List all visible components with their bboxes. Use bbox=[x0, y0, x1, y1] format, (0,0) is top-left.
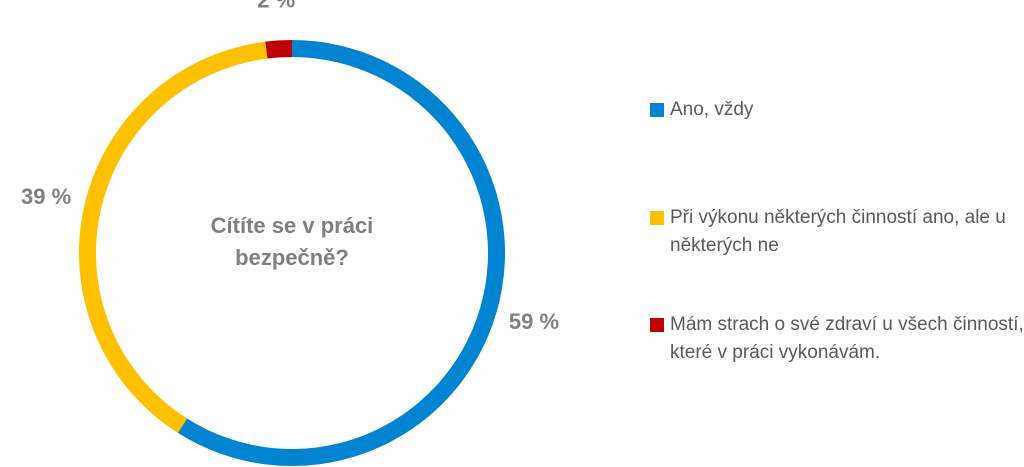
legend-label: Mám strach o své zdraví u všech činností… bbox=[670, 314, 1024, 363]
donut-segment bbox=[265, 40, 292, 59]
legend-swatch bbox=[650, 103, 664, 117]
legend-item: Mám strach o své zdraví u všech činností… bbox=[650, 311, 1024, 367]
legend-label: Při výkonu některých činností ano, ale u… bbox=[670, 207, 1006, 256]
legend-item: Při výkonu některých činností ano, ale u… bbox=[650, 204, 1024, 260]
legend-swatch bbox=[650, 318, 664, 332]
data-label: 59 % bbox=[509, 309, 559, 334]
chart-title: Cítíte se v práci bezpečně? bbox=[210, 213, 374, 270]
data-label: 2 % bbox=[257, 0, 295, 12]
donut-segment bbox=[78, 41, 268, 433]
legend-label: Ano, vždy bbox=[670, 99, 754, 120]
legend-item: Ano, vždy bbox=[650, 96, 1024, 124]
legend-swatch bbox=[650, 211, 664, 225]
data-label: 39 % bbox=[21, 184, 71, 209]
